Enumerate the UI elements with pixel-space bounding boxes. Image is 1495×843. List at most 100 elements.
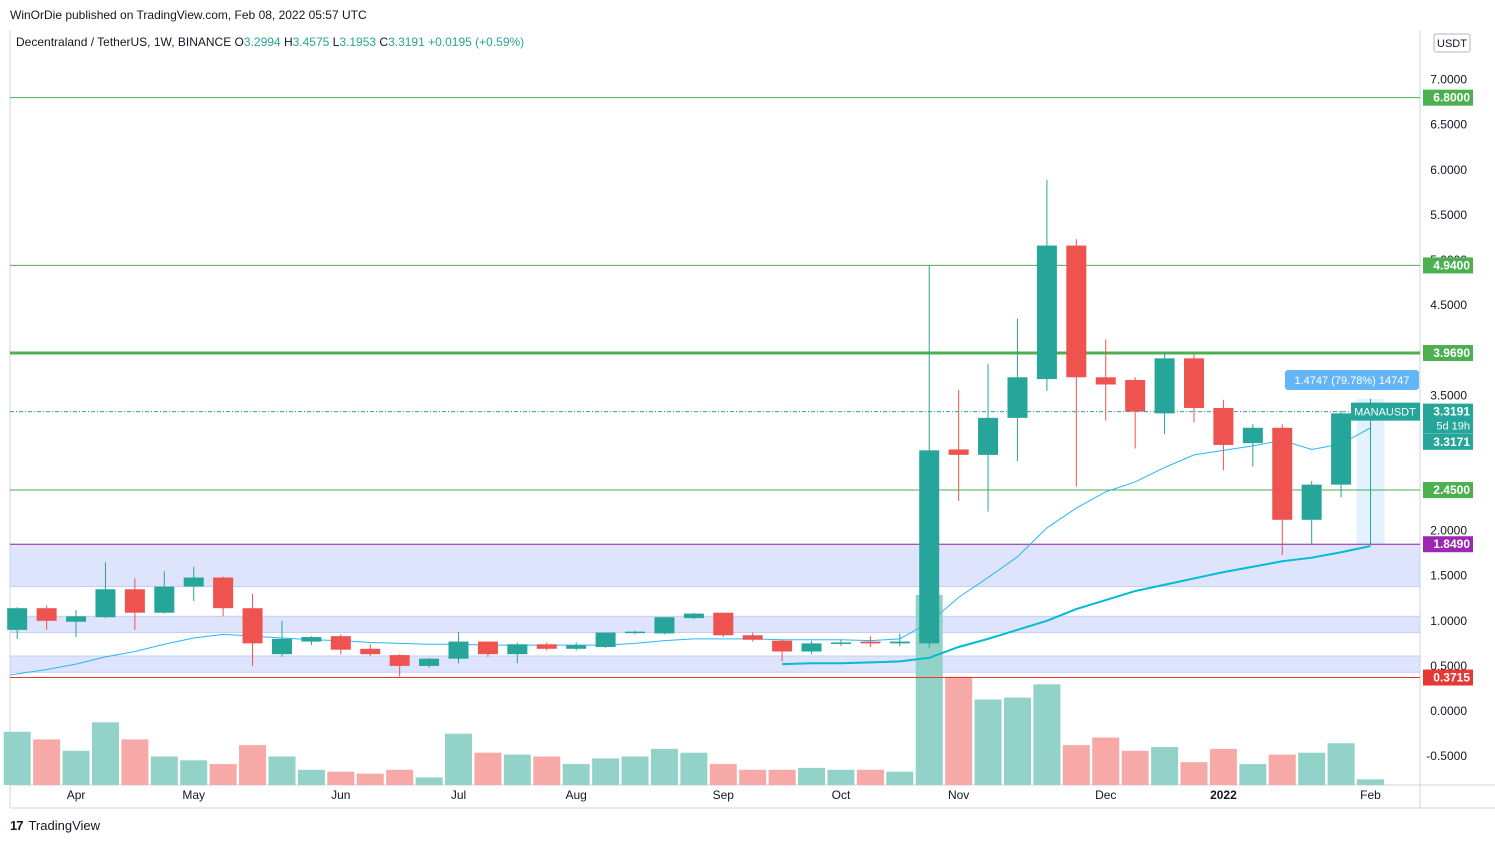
- legend-part: H: [284, 35, 293, 49]
- level-label: 2.4500: [1433, 483, 1470, 497]
- time-tick: 2022: [1210, 788, 1237, 802]
- candle-body: [1007, 377, 1028, 418]
- level-label: 3.9690: [1433, 346, 1470, 360]
- volume-bar: [1298, 752, 1326, 785]
- volume-bar: [1151, 747, 1179, 785]
- level-label-box: [1423, 89, 1473, 106]
- tradingview-logo[interactable]: 17 TradingView: [10, 818, 100, 833]
- candle-body: [95, 589, 116, 618]
- candle-body: [1331, 413, 1352, 485]
- candle-body: [566, 645, 587, 649]
- level-label: 0.3715: [1433, 671, 1470, 685]
- candle-body: [683, 613, 704, 619]
- volume-bar: [239, 745, 267, 785]
- time-tick: Aug: [566, 788, 587, 802]
- price-tick: 0.0000: [1430, 704, 1467, 718]
- volume-bar: [121, 739, 149, 785]
- currency-badge: USDT: [1437, 38, 1467, 50]
- candle-body: [1125, 379, 1146, 412]
- volume-bar: [768, 769, 796, 785]
- candle-body: [919, 450, 940, 644]
- volume-bar: [621, 756, 649, 785]
- prev-close-label: 3.3171: [1433, 435, 1470, 449]
- tradingview-logo-icon: 17: [10, 818, 24, 833]
- legend-part: 3.3191: [388, 35, 428, 49]
- candle-body: [448, 641, 469, 659]
- candle-body: [389, 655, 410, 666]
- volume-bar: [327, 771, 355, 785]
- price-tick: 2.0000: [1430, 524, 1467, 538]
- price-tick: 4.5000: [1430, 298, 1467, 312]
- volume-bar: [415, 777, 443, 785]
- volume-bar: [739, 769, 767, 785]
- published-caption: WinOrDie published on TradingView.com, F…: [10, 8, 367, 22]
- candle-body: [330, 636, 351, 650]
- volume-bar: [1121, 750, 1149, 785]
- legend-part: +0.0195 (+0.59%): [428, 35, 524, 49]
- time-tick: Nov: [948, 788, 969, 802]
- candle-body: [242, 608, 263, 644]
- candle-body: [154, 586, 175, 613]
- candle-body: [7, 608, 28, 630]
- symbol-legend: Decentraland / TetherUS, 1W, BINANCE O3.…: [16, 35, 524, 49]
- price-chart[interactable]: 1.4747 (79.78%) 14747 MANAUSDT 7.0000 6.500…: [0, 28, 1495, 809]
- volume-bar: [209, 764, 237, 785]
- candle-body: [654, 617, 675, 634]
- candle-body: [1213, 407, 1234, 445]
- time-tick: May: [182, 788, 205, 802]
- currency-badge-box: [1433, 33, 1471, 53]
- volume-bar: [945, 676, 973, 785]
- candle-body: [978, 417, 999, 455]
- price-tick: 1.5000: [1430, 569, 1467, 583]
- level-label: 1.8490: [1433, 537, 1470, 551]
- tradingview-brand: TradingView: [28, 818, 101, 833]
- candle-body: [1066, 245, 1087, 378]
- time-tick: Sep: [713, 788, 735, 802]
- candle-body: [1154, 358, 1175, 414]
- level-label-box: [1423, 482, 1473, 499]
- volume-bar: [356, 773, 384, 785]
- legend-part: 3.1953: [339, 35, 379, 49]
- volume-bar: [386, 769, 414, 785]
- time-tick: Jun: [331, 788, 350, 802]
- volume-bar: [1180, 762, 1208, 785]
- volume-bar: [1327, 743, 1355, 785]
- current-price-label: 3.3191: [1433, 405, 1470, 419]
- volume-bar: [3, 731, 31, 785]
- level-label-box: [1423, 345, 1473, 362]
- volume-bar: [62, 750, 90, 785]
- volume-bar: [709, 764, 737, 785]
- countdown-label: 5d 19h: [1436, 421, 1470, 433]
- volume-bar: [150, 756, 178, 785]
- time-tick: Jul: [451, 788, 466, 802]
- candle-body: [1301, 484, 1322, 520]
- volume-bar: [180, 760, 208, 785]
- legend-part: L: [333, 35, 340, 49]
- legend-part: O: [235, 35, 244, 49]
- legend-part: Decentraland / TetherUS, 1W, BINANCE: [16, 35, 235, 49]
- candle-body: [183, 577, 204, 587]
- volume-bar: [974, 699, 1002, 785]
- volume-bar: [533, 756, 561, 785]
- candle-body: [860, 641, 881, 644]
- price-tick: 6.0000: [1430, 163, 1467, 177]
- level-label: 4.9400: [1433, 258, 1470, 272]
- candle-body: [948, 449, 969, 455]
- legend-part: C: [379, 35, 388, 49]
- volume-bar: [91, 722, 119, 785]
- support-zone-2: [9, 655, 1421, 673]
- candle-body: [772, 640, 793, 652]
- time-tick: Feb: [1360, 788, 1381, 802]
- level-label-box: [1423, 257, 1473, 274]
- candle-body: [1242, 427, 1263, 444]
- volume-bar: [268, 756, 296, 785]
- time-tick: Dec: [1095, 788, 1116, 802]
- candle-body: [419, 658, 440, 666]
- price-tick: -0.5000: [1426, 749, 1467, 763]
- time-tick: Oct: [832, 788, 851, 802]
- volume-bar: [856, 769, 884, 785]
- level-label-box: [1423, 536, 1473, 553]
- volume-bar: [886, 771, 914, 785]
- legend-part: 3.2994: [244, 35, 284, 49]
- price-tick: 7.0000: [1430, 73, 1467, 87]
